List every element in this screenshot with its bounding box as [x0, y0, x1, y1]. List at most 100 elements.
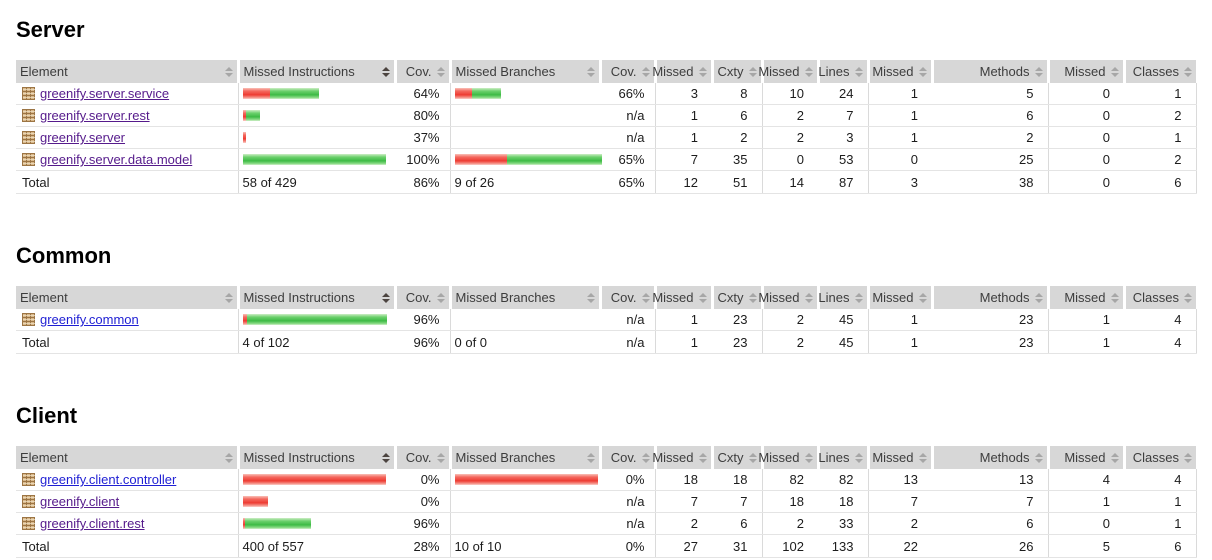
total-label: Total: [16, 330, 238, 354]
column-header-label: Missed: [758, 290, 800, 305]
column-header-missed-branches[interactable]: Missed Branches: [450, 60, 602, 83]
column-header-cxty-6[interactable]: Cxty: [712, 286, 764, 309]
column-header-cov[interactable]: Cov.: [395, 446, 452, 469]
package-link[interactable]: greenify.server: [40, 130, 126, 145]
column-header-label: Element: [20, 450, 68, 465]
package-link[interactable]: greenify.server.service: [40, 86, 170, 101]
column-header-classes-12[interactable]: Classes: [1124, 60, 1196, 83]
column-header-missed-7[interactable]: Missed: [758, 60, 820, 83]
column-header-lines-8[interactable]: Lines: [818, 286, 870, 309]
column-header-missed-7[interactable]: Missed: [758, 446, 820, 469]
column-header-missed-9[interactable]: Missed: [868, 60, 934, 83]
column-header-cov[interactable]: Cov.: [395, 60, 452, 83]
column-header-cov[interactable]: Cov.: [395, 286, 452, 309]
column-header-cov[interactable]: Cov.: [600, 446, 657, 469]
branches-coverage-value: 0%: [600, 469, 655, 491]
column-header-label: Missed: [652, 290, 694, 305]
column-header-cov[interactable]: Cov.: [600, 286, 657, 309]
counter-value: 7: [932, 490, 1048, 513]
column-header-classes-12[interactable]: Classes: [1124, 286, 1196, 309]
total-instructions: 4 of 102: [237, 330, 395, 354]
section-title-client: Client: [16, 403, 78, 428]
instructions-bar-cell: [237, 469, 395, 491]
package-link[interactable]: greenify.client: [40, 494, 120, 509]
package-row: greenify.server.service 64% 66% 3 8 10 24 1 5 0 1: [16, 83, 1197, 105]
column-header-methods-10[interactable]: Methods: [932, 446, 1050, 469]
column-header-missed-5[interactable]: Missed: [652, 446, 714, 469]
counter-value: 1: [867, 104, 932, 127]
missed-bar-segment: [242, 110, 246, 121]
column-header-label: Methods: [979, 450, 1030, 465]
sort-icon: [224, 452, 233, 463]
total-counter-value: 1: [654, 330, 712, 354]
sort-icon: [918, 452, 927, 463]
sort-icon: [224, 66, 233, 77]
total-counter-value: 23: [932, 330, 1048, 354]
element-cell: greenify.server.rest: [16, 104, 238, 127]
column-header-missed-9[interactable]: Missed: [868, 286, 934, 309]
column-header-lines-8[interactable]: Lines: [818, 60, 870, 83]
column-header-lines-8[interactable]: Lines: [818, 446, 870, 469]
column-header-cov[interactable]: Cov.: [600, 60, 657, 83]
instructions-coverage-bar: [242, 110, 260, 121]
column-header-classes-12[interactable]: Classes: [1124, 446, 1196, 469]
covered-bar-segment: [506, 154, 602, 165]
package-icon: [22, 109, 35, 122]
section-server: Server Element Missed Instructions Cov. Mis…: [16, 18, 1212, 194]
column-header-missed-11[interactable]: Missed: [1048, 446, 1126, 469]
package-icon: [22, 87, 35, 100]
sort-active-icon: [381, 292, 390, 303]
package-link[interactable]: greenify.common: [40, 312, 139, 327]
column-header-missed-branches[interactable]: Missed Branches: [450, 286, 602, 309]
instructions-coverage-bar: [242, 518, 311, 529]
column-header-missed-11[interactable]: Missed: [1048, 60, 1126, 83]
column-header-missed-branches[interactable]: Missed Branches: [450, 446, 602, 469]
package-link[interactable]: greenify.client.rest: [40, 516, 145, 531]
column-header-missed-7[interactable]: Missed: [758, 286, 820, 309]
column-header-methods-10[interactable]: Methods: [932, 286, 1050, 309]
column-header-missed-5[interactable]: Missed: [652, 60, 714, 83]
counter-value: 1: [654, 104, 712, 127]
counter-value: 1: [867, 83, 932, 105]
total-counter-value: 26: [932, 534, 1048, 558]
column-header-missed-9[interactable]: Missed: [868, 446, 934, 469]
branches-coverage-value: n/a: [600, 490, 655, 513]
column-header-missed-11[interactable]: Missed: [1048, 286, 1126, 309]
instructions-coverage-bar: [242, 88, 319, 99]
column-header-methods-10[interactable]: Methods: [932, 60, 1050, 83]
sort-icon: [1110, 66, 1119, 77]
package-link[interactable]: greenify.client.controller: [40, 472, 177, 487]
sort-icon: [1034, 452, 1043, 463]
instructions-coverage-bar: [242, 496, 268, 507]
column-header-label: Classes: [1132, 64, 1179, 79]
counter-value: 2: [761, 512, 818, 535]
column-header-element[interactable]: Element: [16, 446, 240, 469]
column-header-label: Missed Branches: [455, 64, 556, 79]
column-header-cxty-6[interactable]: Cxty: [712, 446, 764, 469]
column-header-missed-instructions[interactable]: Missed Instructions: [238, 286, 397, 309]
client-coverage-table: Element Missed Instructions Cov. Missed Bra…: [16, 446, 1197, 558]
column-header-missed-5[interactable]: Missed: [652, 286, 714, 309]
package-link[interactable]: greenify.server.rest: [40, 108, 150, 123]
counter-value: 3: [654, 83, 712, 105]
package-link[interactable]: greenify.server.data.model: [40, 152, 193, 167]
instructions-bar-cell: [237, 148, 395, 171]
column-header-cxty-6[interactable]: Cxty: [712, 60, 764, 83]
branches-bar-cell: [449, 490, 600, 513]
column-header-missed-instructions[interactable]: Missed Instructions: [238, 446, 397, 469]
column-header-element[interactable]: Element: [16, 60, 240, 83]
column-header-element[interactable]: Element: [16, 286, 240, 309]
sort-icon: [854, 292, 863, 303]
element-cell: greenify.server.service: [16, 83, 238, 105]
column-header-label: Cxty: [717, 64, 744, 79]
counter-value: 2: [1124, 148, 1197, 171]
package-row: greenify.client.rest 96% n/a 2 6 2 33 2 6 0 1: [16, 512, 1197, 535]
package-icon: [22, 495, 35, 508]
total-instructions: 400 of 557: [237, 534, 395, 558]
sort-icon: [641, 452, 650, 463]
sort-icon: [748, 452, 757, 463]
instructions-coverage-value: 0%: [395, 469, 450, 491]
counter-value: 7: [654, 490, 712, 513]
column-header-missed-instructions[interactable]: Missed Instructions: [238, 60, 397, 83]
counter-value: 7: [818, 104, 868, 127]
